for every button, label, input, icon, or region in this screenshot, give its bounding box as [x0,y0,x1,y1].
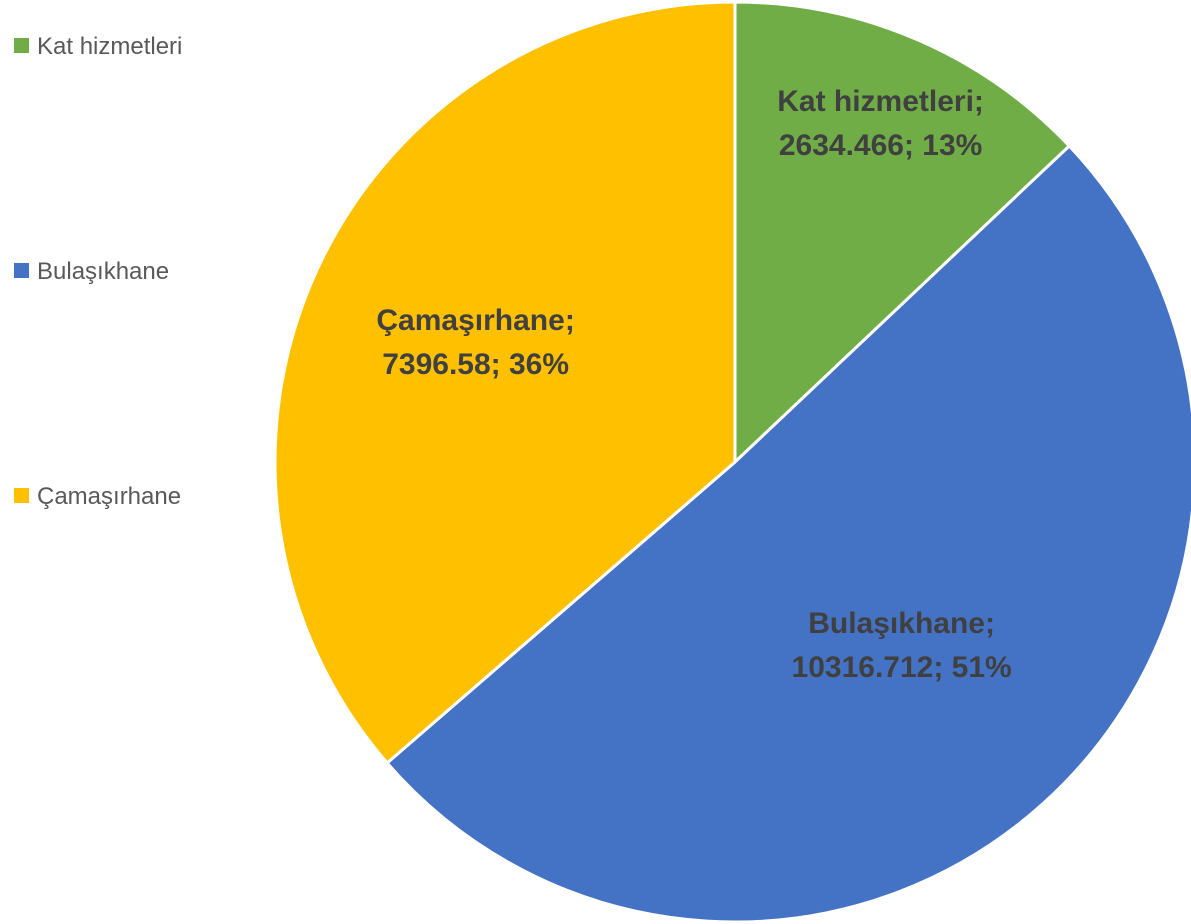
legend-item: Çamaşırhane [14,480,217,514]
legend-label: Çamaşırhane [37,483,182,510]
pie-slice [273,0,737,766]
data-label: Bulaşıkhane; 10316.712; 51% [791,607,1012,685]
legend-swatch [14,488,29,503]
legend-item: Kat hizmetleri [14,30,217,64]
pie-slice [384,143,1191,924]
legend-swatch [14,263,29,278]
legend-label: Bulaşıkhane [37,258,170,285]
data-label: Kat hizmetleri; 2634.466; 13% [777,85,984,163]
legend-label: Kat hizmetleri [37,33,183,60]
legend-item: Bulaşıkhane [14,255,217,289]
pie-slice [733,0,1072,466]
legend-swatch [14,38,29,53]
data-label: Çamaşırhane; 7396.58; 36% [376,304,575,382]
